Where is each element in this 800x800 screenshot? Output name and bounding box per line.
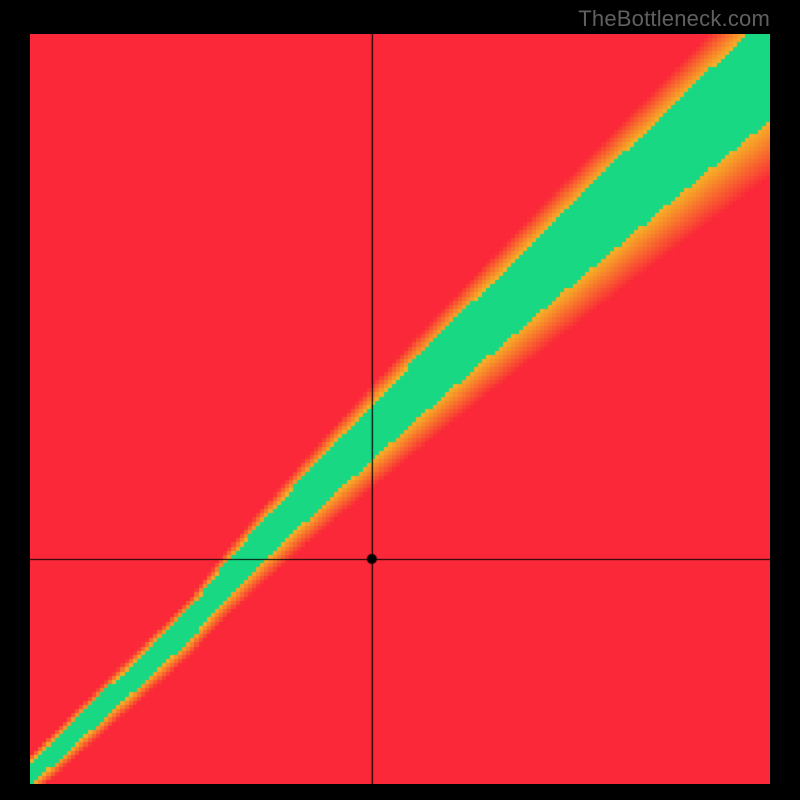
bottleneck-heatmap: [30, 34, 770, 784]
chart-container: TheBottleneck.com: [0, 0, 800, 800]
watermark-text: TheBottleneck.com: [578, 6, 770, 32]
